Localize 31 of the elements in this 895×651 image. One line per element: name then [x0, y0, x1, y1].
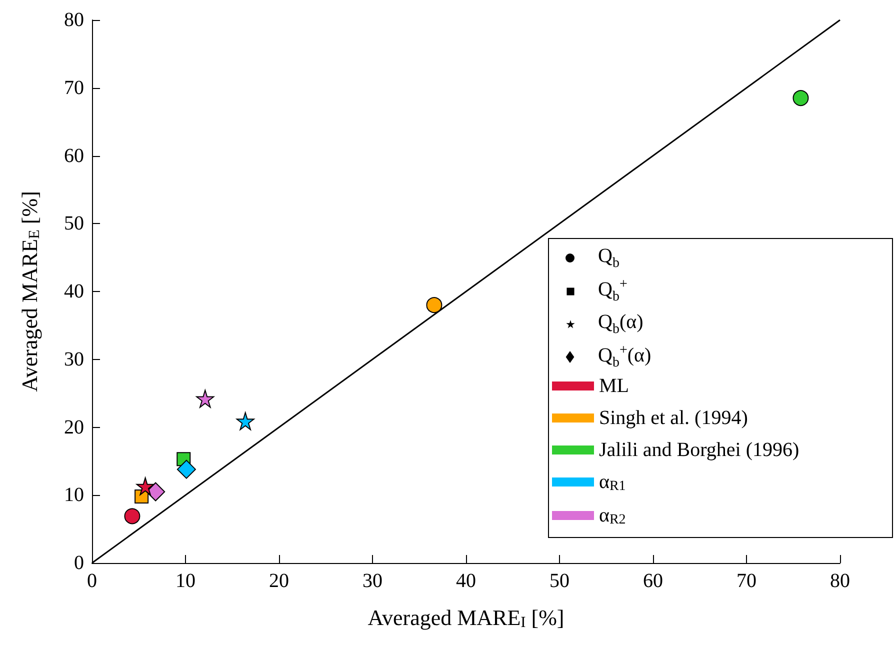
point [236, 412, 254, 430]
y-tick-label: 40 [64, 280, 84, 302]
y-tick-label: 20 [64, 416, 84, 438]
x-tick-label: 70 [736, 570, 756, 592]
point [196, 390, 214, 408]
x-tick-label: 40 [456, 570, 476, 592]
x-tick-label: 60 [643, 570, 663, 592]
x-tick-label: 20 [269, 570, 289, 592]
y-tick-label: 70 [64, 76, 84, 99]
y-tick-label: 50 [64, 212, 84, 235]
x-tick-label: 80 [830, 570, 850, 592]
x-tick-label: 50 [550, 570, 570, 592]
point [176, 460, 196, 479]
y-tick-label: 80 [64, 9, 84, 31]
x-tick-label: 10 [176, 570, 196, 592]
point [124, 508, 140, 524]
point [136, 477, 154, 496]
legend-label: Jalili and Borghei (1996) [599, 439, 800, 461]
y-tick-label: 60 [64, 144, 84, 167]
annotation: Q$_{b}$$^{+}$(α) [598, 342, 652, 372]
point [426, 297, 442, 314]
x-tick-label: 30 [362, 570, 382, 592]
legend-label: ML [599, 375, 629, 397]
y-tick-label: 10 [64, 484, 84, 506]
annotation: Q$_{b}$(α) [598, 310, 644, 338]
y-tick-label: 30 [64, 348, 84, 370]
point [792, 90, 809, 106]
y-axis-title: Averaged MAREE [%] [17, 191, 43, 392]
legend-label: Singh et al. (1994) [599, 407, 748, 429]
y-tick-label: 0 [74, 552, 84, 574]
annotation: Q$_{b}$ [598, 244, 620, 272]
